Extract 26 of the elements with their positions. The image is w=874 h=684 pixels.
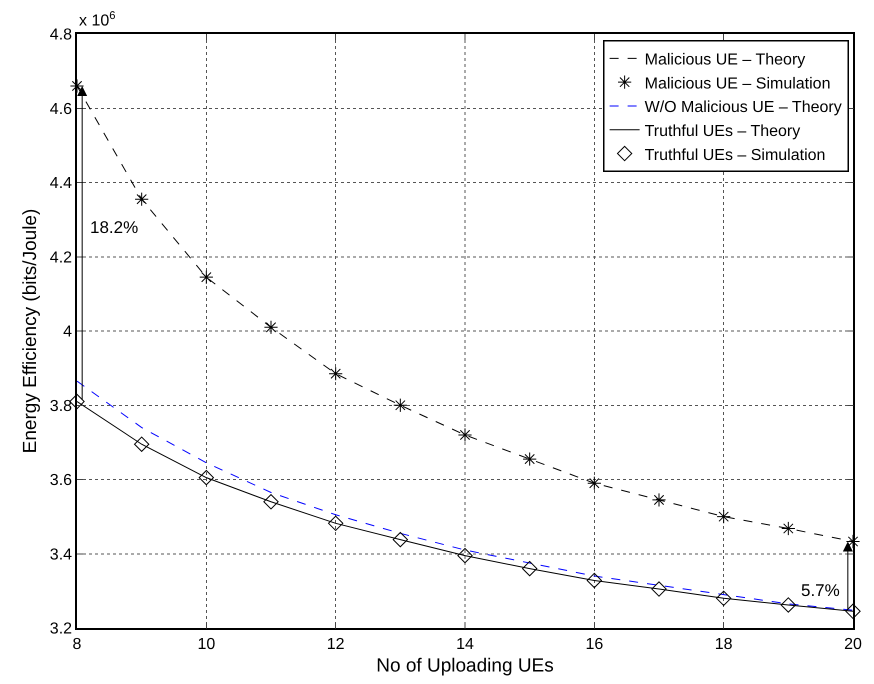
annotation: 5.7% — [801, 581, 840, 600]
y-tick-label: 4 — [63, 324, 72, 341]
y-tick-label: 3.4 — [50, 546, 72, 564]
x-tick-label: 12 — [326, 636, 345, 653]
y-tick-label: 3.8 — [50, 398, 72, 415]
legend-label: Truthful UEs – Theory — [644, 122, 800, 140]
y-tick-label: 4.6 — [50, 100, 72, 118]
x-tick-label: 20 — [844, 636, 862, 653]
annotation: 18.2% — [90, 218, 138, 237]
x-tick-label: 14 — [456, 636, 474, 653]
y-tick-label: 4.8 — [50, 26, 72, 44]
legend-label: W/O Malicious UE – Theory — [644, 99, 842, 116]
x-tick-label: 16 — [585, 636, 604, 653]
legend-label: Truthful UEs – Simulation — [644, 146, 826, 164]
legend-label: Malicious UE – Theory — [644, 52, 806, 69]
x-tick-label: 18 — [714, 636, 733, 653]
legend-label: Malicious UE – Simulation — [644, 75, 830, 92]
x-axis-title: No of Uploading UEs — [376, 655, 554, 676]
y-axis-title: Energy Efficiency (bits/Joule) — [20, 208, 42, 454]
y-tick-label: 4.4 — [50, 175, 72, 192]
x-tick-label: 10 — [197, 636, 216, 653]
x-tick-label: 8 — [72, 636, 82, 653]
text: x 10$^{6}$ — [79, 10, 116, 30]
y-tick-label: 3.6 — [50, 472, 72, 490]
y-tick-label: 3.2 — [50, 620, 72, 638]
y-tick-label: 4.2 — [50, 249, 72, 266]
